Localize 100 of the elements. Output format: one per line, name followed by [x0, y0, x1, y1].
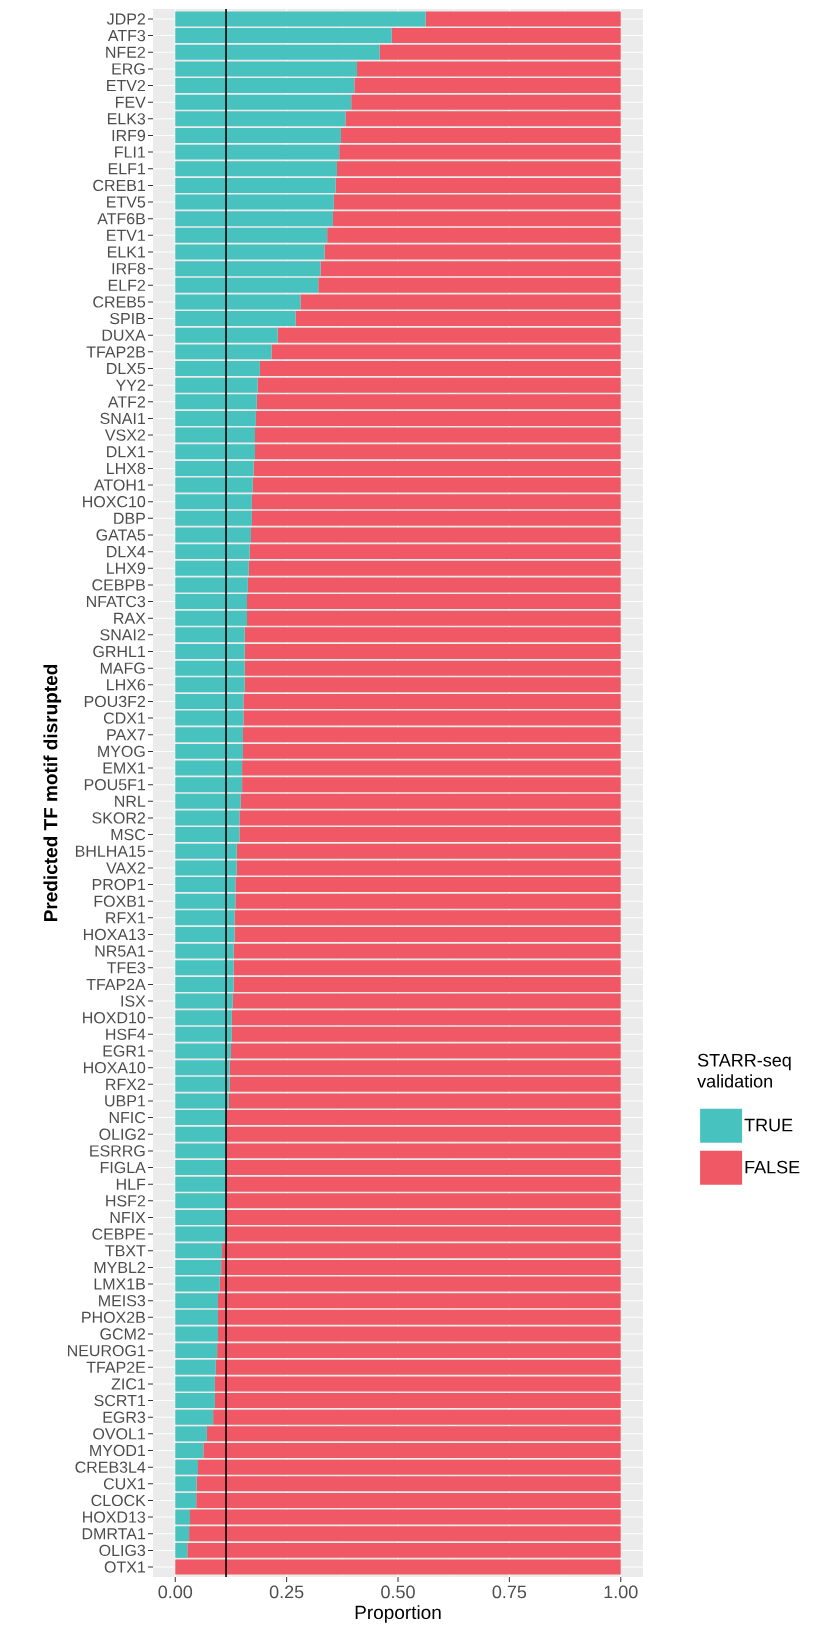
bar — [244, 644, 621, 659]
bar — [175, 1043, 231, 1059]
y-tick-label: GATA5 — [96, 529, 146, 541]
y-tick-label: HLF — [116, 1178, 146, 1190]
bar — [175, 1343, 218, 1359]
y-tick-label: HOXD13 — [83, 1511, 146, 1523]
bar — [175, 311, 296, 327]
y-tick-label: ESRRG — [90, 1145, 145, 1157]
x-tick-label: 1.00 — [604, 1585, 638, 1599]
bar — [225, 1209, 621, 1225]
y-tick-label: JDP2 — [106, 13, 145, 25]
bar — [175, 1060, 230, 1076]
y-tick-label: ELF2 — [108, 279, 145, 291]
y-tick-label: ATF6B — [97, 213, 145, 225]
y-tick-label: CREB3L4 — [75, 1461, 146, 1473]
y-tick-label: GCM2 — [100, 1328, 145, 1340]
y-tick-label: MYOD1 — [90, 1444, 146, 1457]
bar — [175, 544, 250, 560]
bar — [175, 1026, 232, 1042]
y-tick-label: OLIG3 — [99, 1544, 146, 1557]
y-tick-label: RFX2 — [106, 1078, 145, 1090]
y-tick-label: HOXC10 — [83, 496, 146, 508]
y-tick-label: SNAI1 — [100, 412, 146, 425]
y-tick-label: VSX2 — [104, 429, 145, 441]
bar — [226, 1160, 621, 1176]
y-tick-label: PAX7 — [107, 729, 145, 741]
y-tick-label: MEIS3 — [99, 1295, 146, 1307]
y-tick-label: YY2 — [115, 379, 145, 391]
x-tick-label: 0.25 — [269, 1585, 304, 1599]
bar — [175, 644, 245, 659]
y-tick-label: HOXA10 — [83, 1061, 146, 1074]
bar — [175, 127, 341, 143]
bar — [295, 311, 621, 327]
bar — [175, 1393, 215, 1409]
bar — [340, 127, 621, 143]
x-tick-label: 0.75 — [492, 1585, 527, 1599]
y-tick-label: ATF2 — [107, 396, 145, 408]
y-tick-label: ATOH1 — [93, 479, 146, 491]
y-tick-label: ERG — [112, 63, 145, 75]
bar — [217, 1343, 621, 1359]
y-tick-label: OVOL1 — [93, 1428, 146, 1440]
y-tick-label: HOXD10 — [83, 1012, 146, 1024]
y-tick-label: GRHL1 — [93, 645, 146, 658]
bar — [221, 1259, 621, 1275]
bar — [229, 1060, 621, 1076]
y-tick-label: ELK1 — [107, 246, 146, 258]
bar — [175, 976, 234, 992]
y-tick-label: TBXT — [105, 1245, 146, 1257]
y-tick-label: DLX5 — [107, 362, 146, 375]
bar — [335, 177, 621, 193]
bar — [235, 877, 621, 893]
y-tick-label: VAX2 — [106, 862, 145, 874]
y-tick-label: EGR3 — [103, 1411, 146, 1423]
bar — [175, 261, 321, 277]
bar — [234, 926, 621, 942]
y-tick-label: DUXA — [102, 329, 146, 341]
legend-title: STARR-seq validation — [697, 1053, 791, 1088]
y-tick-label: ETV5 — [107, 196, 146, 208]
y-tick-label: ISX — [121, 995, 146, 1007]
y-tick-label: DLX4 — [107, 546, 146, 558]
y-tick-label: CREB1 — [93, 179, 146, 192]
y-axis-title: Predicted TF motif disrupted — [43, 664, 62, 922]
y-tick-label: RFX1 — [106, 912, 146, 924]
y-tick-label: NFE2 — [106, 46, 145, 58]
y-tick-label: FIGLA — [100, 1161, 146, 1174]
y-tick-label: RAX — [114, 612, 146, 624]
bar — [243, 693, 621, 709]
bar — [425, 11, 621, 27]
bar — [233, 976, 621, 992]
y-tick-label: PROP1 — [92, 878, 146, 891]
y-tick-label: FOXB1 — [94, 895, 146, 907]
legend-label: TRUE — [744, 1118, 793, 1132]
y-tick-label: LHX8 — [107, 462, 146, 475]
bar — [354, 78, 621, 94]
y-tick-label: EGR1 — [103, 1045, 146, 1057]
y-tick-label: TFAP2B — [86, 346, 145, 358]
bar — [175, 1542, 188, 1558]
y-tick-label: DBP — [114, 512, 145, 524]
y-tick-label: LHX6 — [107, 679, 146, 691]
x-axis-title: Proportion — [355, 1605, 441, 1623]
bar — [175, 1209, 226, 1225]
y-tick-label: DLX1 — [107, 446, 146, 458]
y-tick-label: MYOG — [98, 745, 145, 758]
bar — [249, 544, 621, 560]
y-tick-label: BHLHA15 — [75, 845, 146, 857]
y-tick-label: MYBL2 — [94, 1261, 145, 1273]
y-tick-label: DMRTA1 — [82, 1528, 146, 1540]
bar — [391, 28, 621, 44]
y-tick-label: NR5A1 — [95, 945, 145, 957]
y-tick-label: SPIB — [110, 312, 145, 325]
y-tick-label: EMX1 — [103, 762, 146, 774]
y-tick-label: ZIC1 — [111, 1378, 146, 1390]
y-tick-label: TFAP2A — [86, 978, 146, 991]
bar — [214, 1393, 621, 1409]
y-tick-label: CDX1 — [103, 712, 146, 724]
bar — [175, 1443, 204, 1458]
y-tick-label: ELK3 — [107, 113, 146, 125]
y-tick-label: SKOR2 — [92, 812, 145, 824]
y-tick-label: LHX9 — [107, 562, 146, 574]
y-tick-label: SCRT1 — [94, 1394, 146, 1407]
